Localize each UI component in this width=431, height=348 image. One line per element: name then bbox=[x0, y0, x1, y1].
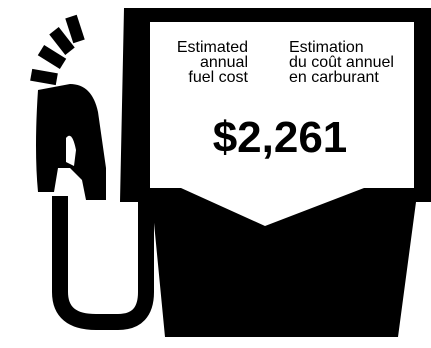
label-english-line-2: annual bbox=[199, 54, 248, 71]
fuel-hose-loop bbox=[52, 196, 154, 330]
label-english: Estimated annual fuel cost bbox=[168, 39, 248, 86]
annual-fuel-cost-value: $2,261 bbox=[212, 113, 348, 162]
label-english-line-3: fuel cost bbox=[188, 69, 248, 86]
label-english-line-1: Estimated bbox=[176, 39, 248, 56]
display-window bbox=[150, 22, 414, 226]
label-french-line-3: en carburant bbox=[289, 69, 379, 86]
fuel-hose-icon bbox=[30, 14, 85, 86]
label-french-line-1: Estimation bbox=[289, 39, 364, 56]
label-french: Estimation du coût annuel en carburant bbox=[289, 39, 409, 86]
label-french-line-2: du coût annuel bbox=[289, 54, 394, 71]
